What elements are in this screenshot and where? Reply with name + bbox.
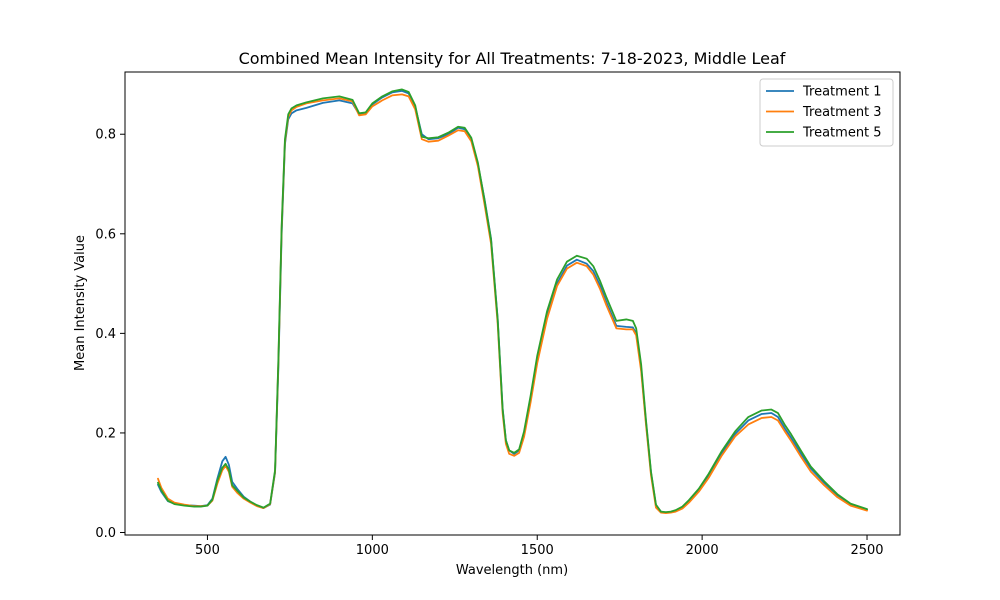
y-tick-label: 0.4 bbox=[95, 327, 116, 342]
chart-title: Combined Mean Intensity for All Treatmen… bbox=[239, 49, 786, 68]
x-tick-label: 2000 bbox=[686, 543, 719, 558]
x-tick-label: 500 bbox=[195, 543, 220, 558]
y-axis: 0.0 0.2 0.4 0.6 0.8 bbox=[95, 128, 125, 541]
x-tick-label: 1500 bbox=[521, 543, 554, 558]
plot-area bbox=[157, 88, 868, 514]
series-line-1 bbox=[157, 90, 868, 514]
legend-label-1: Treatment 1 bbox=[802, 85, 882, 100]
plot-frame bbox=[124, 71, 901, 536]
x-axis-label: Wavelength (nm) bbox=[456, 563, 568, 578]
legend-label-3: Treatment 5 bbox=[802, 126, 882, 141]
y-tick-label: 0.2 bbox=[95, 426, 116, 441]
series-line-2 bbox=[157, 93, 868, 514]
y-tick-label: 0.8 bbox=[95, 128, 116, 143]
series-line-3 bbox=[157, 88, 868, 513]
y-tick-label: 0.6 bbox=[95, 227, 116, 242]
legend-box bbox=[759, 78, 894, 147]
legend-label-2: Treatment 3 bbox=[802, 105, 882, 120]
x-axis: 500 1000 1500 2000 2500 bbox=[195, 535, 884, 558]
x-tick-label: 1000 bbox=[356, 543, 389, 558]
x-tick-label: 2500 bbox=[850, 543, 883, 558]
y-tick-label: 0.0 bbox=[95, 526, 116, 541]
y-axis-label: Mean Intensity Value bbox=[73, 235, 88, 371]
legend: Treatment 1 Treatment 3 Treatment 5 bbox=[759, 78, 894, 147]
